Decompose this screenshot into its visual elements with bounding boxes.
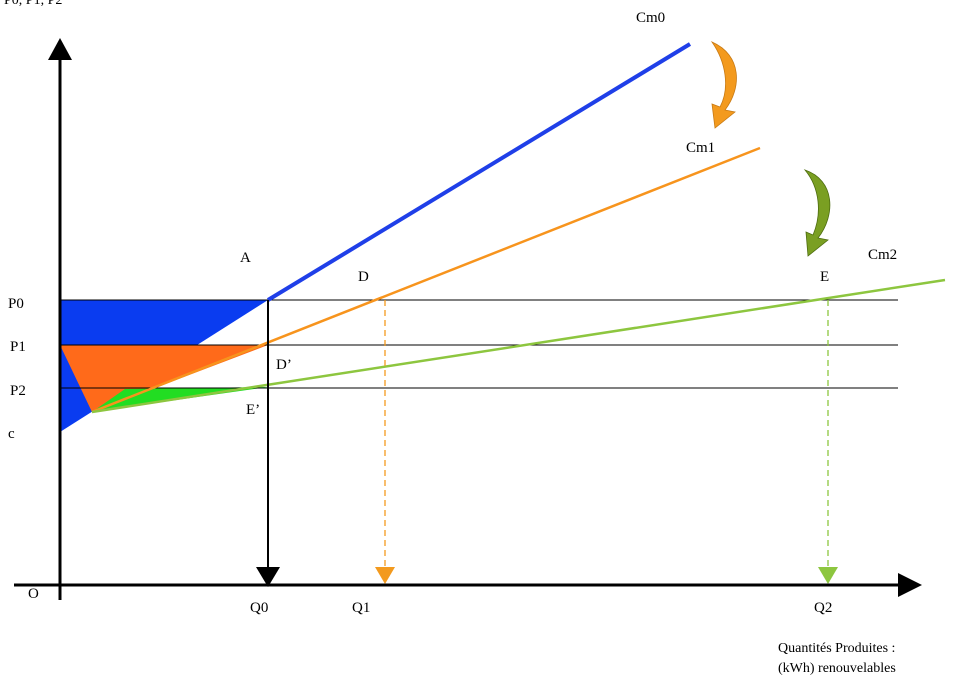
point-label-a: A [240, 250, 251, 266]
drop-arrowhead-q2 [818, 567, 838, 584]
curve-label-cm2: Cm2 [868, 247, 897, 263]
y-axis-title: P0, P1, P2 [4, 0, 62, 8]
quantity-label-q1: Q1 [352, 600, 370, 616]
x-axis-title-line2: (kWh) renouvelables [778, 661, 896, 676]
point-label-d: D [358, 269, 369, 285]
curve-label-cm1: Cm1 [686, 140, 715, 156]
price-label-p1: P1 [10, 339, 26, 355]
curve-cm0 [266, 42, 692, 302]
quantity-label-q0: Q0 [250, 600, 268, 616]
quantity-label-q2: Q2 [814, 600, 832, 616]
point-label-d-prime: D’ [276, 357, 292, 373]
shift-arrow-orange-icon [710, 41, 737, 129]
price-label-c: c [8, 426, 15, 442]
shift-arrow-green-icon [803, 169, 831, 257]
price-label-p2: P2 [10, 383, 26, 399]
price-label-p0: P0 [8, 296, 24, 312]
drop-arrowhead-q1 [375, 567, 395, 584]
origin-label: O [28, 586, 39, 602]
point-label-e: E [820, 269, 829, 285]
curve-cm2 [91, 278, 946, 414]
drop-arrowhead-q0 [256, 567, 280, 587]
x-axis-title-line1: Quantités Produites : [778, 641, 895, 656]
x-axis-arrowhead [898, 573, 922, 597]
point-label-e-prime: E’ [246, 402, 260, 418]
curve-label-cm0: Cm0 [636, 10, 665, 26]
y-axis-arrowhead [48, 38, 72, 60]
curve-cm1 [91, 146, 761, 414]
